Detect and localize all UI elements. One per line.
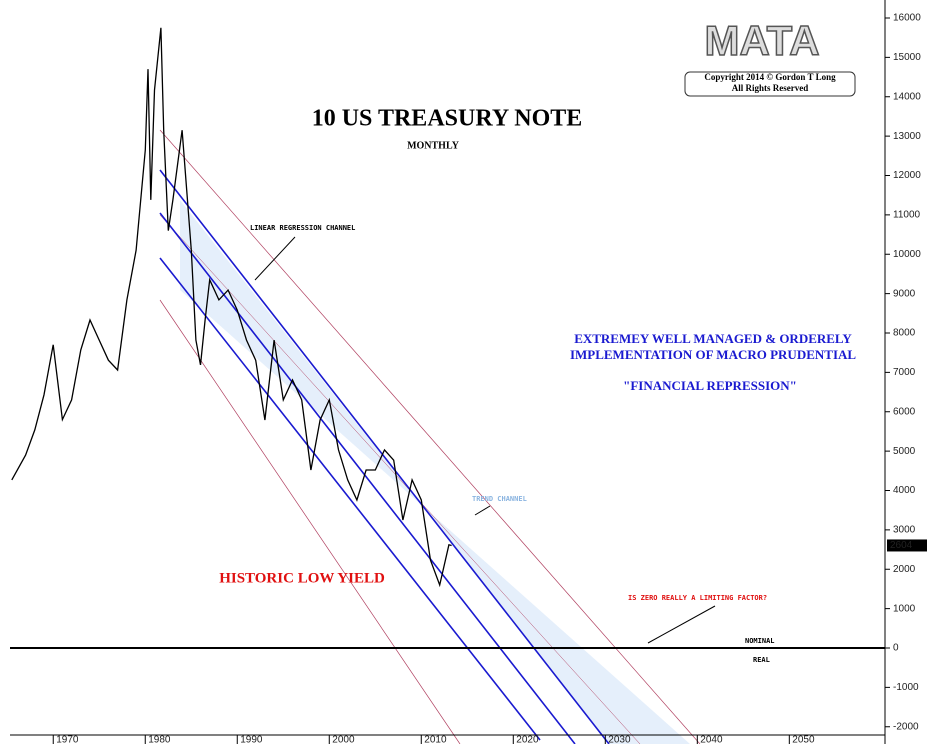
series-line	[11, 27, 452, 588]
y-tick-label: 1000	[893, 603, 916, 614]
y-tick-label: 10000	[893, 249, 921, 260]
y-tick-label: 0	[893, 643, 899, 654]
y-tick-label: 12000	[893, 170, 921, 181]
annotation: REAL	[753, 656, 770, 664]
copyright: Copyright 2014 © Gordon T Long	[704, 72, 836, 82]
regression-upper	[159, 129, 701, 744]
annotation: "FINANCIAL REPRESSION"	[623, 378, 797, 393]
annotation: IS ZERO REALLY A LIMITING FACTOR?	[628, 594, 767, 602]
last-value-box	[887, 539, 927, 552]
channel-line	[159, 169, 610, 744]
subtitle: MONTHLY	[407, 140, 460, 151]
copyright-box	[684, 71, 856, 97]
annotation: IMPLEMENTATION OF MACRO PRUDENTIAL	[570, 347, 856, 362]
y-tick-label: -2000	[893, 721, 919, 732]
y-tick-label: 4000	[893, 485, 916, 496]
annotation: EXTREMEY WELL MANAGED & ORDERELY	[574, 331, 852, 346]
logo: MATA	[704, 17, 819, 64]
x-tick-label: 2030	[608, 735, 631, 744]
annotation: NOMINAL	[745, 637, 775, 645]
x-tick-label: 2010	[424, 735, 447, 744]
last-value: 2604	[890, 540, 913, 551]
regression-mid	[159, 214, 641, 744]
y-tick-label: 2000	[893, 564, 916, 575]
y-tick-label: 13000	[893, 131, 921, 142]
x-tick-label: 1970	[56, 735, 79, 744]
copyright: All Rights Reserved	[732, 83, 809, 93]
channel-line	[159, 212, 576, 744]
x-tick-label: 2020	[516, 735, 539, 744]
chart-title: 10 US TREASURY NOTE	[312, 106, 583, 132]
y-tick-label: 11000	[893, 210, 921, 221]
regression-lower	[159, 299, 461, 744]
arrow	[474, 505, 491, 516]
annotation: HISTORIC LOW YIELD	[219, 570, 385, 586]
trend-channel	[180, 200, 690, 744]
y-tick-label: -1000	[893, 682, 919, 693]
y-tick-label: 8000	[893, 328, 916, 339]
arrow	[254, 236, 296, 281]
y-tick-label: 15000	[893, 52, 921, 63]
arrow	[647, 605, 716, 644]
y-tick-label: 16000	[893, 13, 921, 24]
y-tick-label: 7000	[893, 367, 916, 378]
y-tick-label: 3000	[893, 525, 916, 536]
y-tick-label: 9000	[893, 288, 916, 299]
annotation: TREND CHANNEL	[472, 495, 527, 503]
x-tick-label: 2000	[332, 735, 355, 744]
y-tick-label: 6000	[893, 406, 916, 417]
channel-line	[159, 257, 541, 741]
annotation: LINEAR REGRESSION CHANNEL	[250, 224, 355, 232]
x-tick-label: 1980	[148, 735, 171, 744]
x-tick-label: 2050	[792, 735, 815, 744]
y-tick-label: 14000	[893, 91, 921, 102]
x-tick-label: 2040	[700, 735, 723, 744]
x-tick-label: 1990	[240, 735, 263, 744]
y-tick-label: 5000	[893, 446, 916, 457]
